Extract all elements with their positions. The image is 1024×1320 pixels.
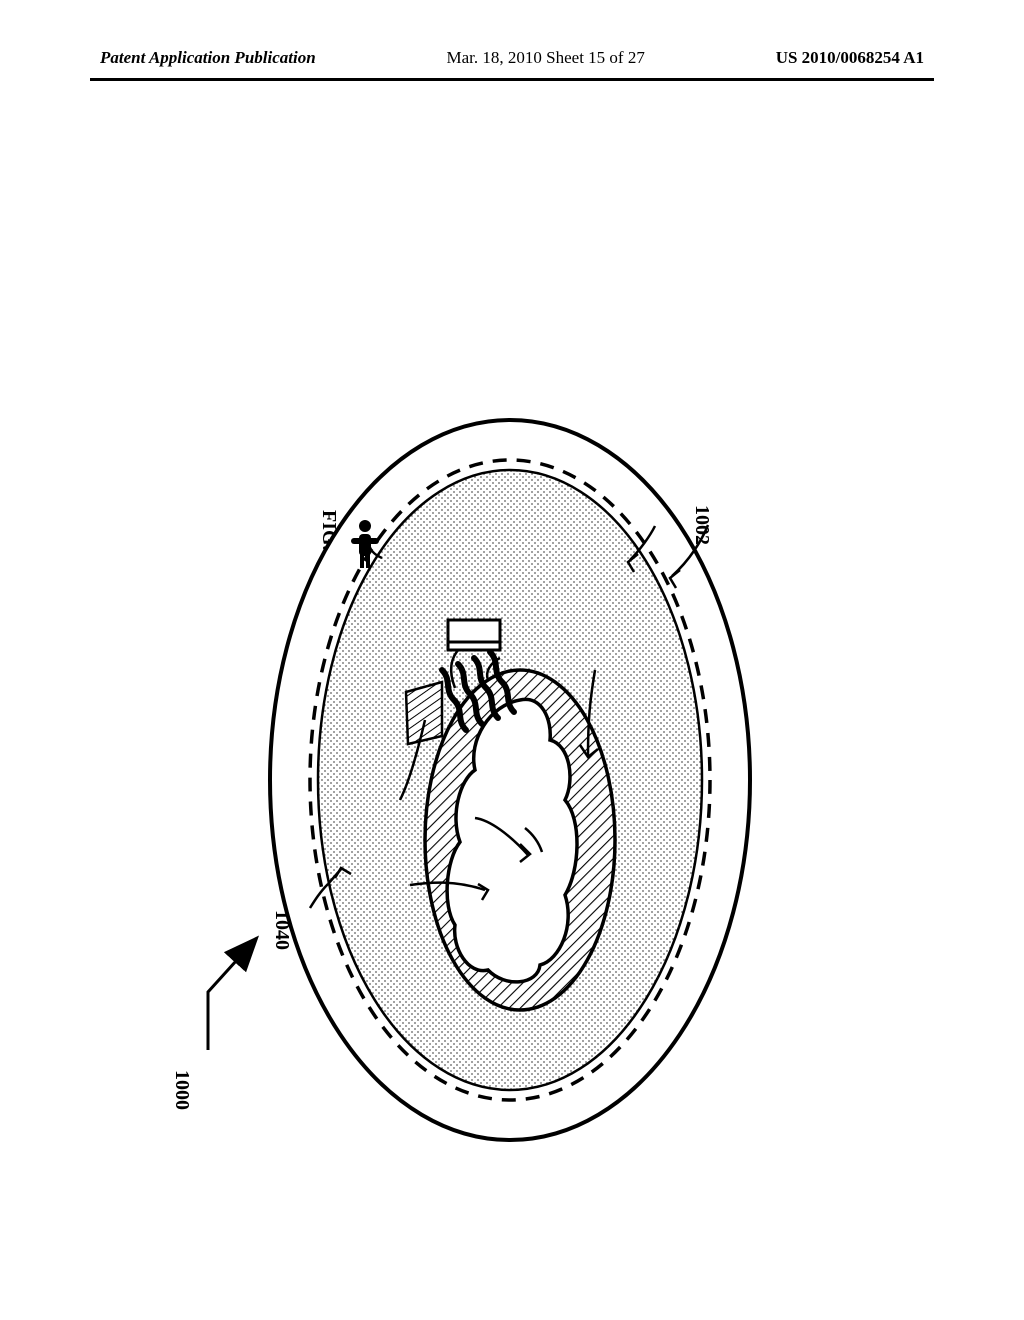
page-header: Patent Application Publication Mar. 18, … — [0, 48, 1024, 68]
diagram-svg — [90, 80, 934, 1180]
header-publication: Patent Application Publication — [100, 48, 316, 68]
figure-canvas: FIG. 15 1000 198 194 192 180 1040 1020 1… — [90, 80, 934, 1180]
device-icon — [448, 620, 500, 650]
header-docnumber: US 2010/0068254 A1 — [776, 48, 924, 68]
header-sheet: Mar. 18, 2010 Sheet 15 of 27 — [447, 48, 645, 68]
